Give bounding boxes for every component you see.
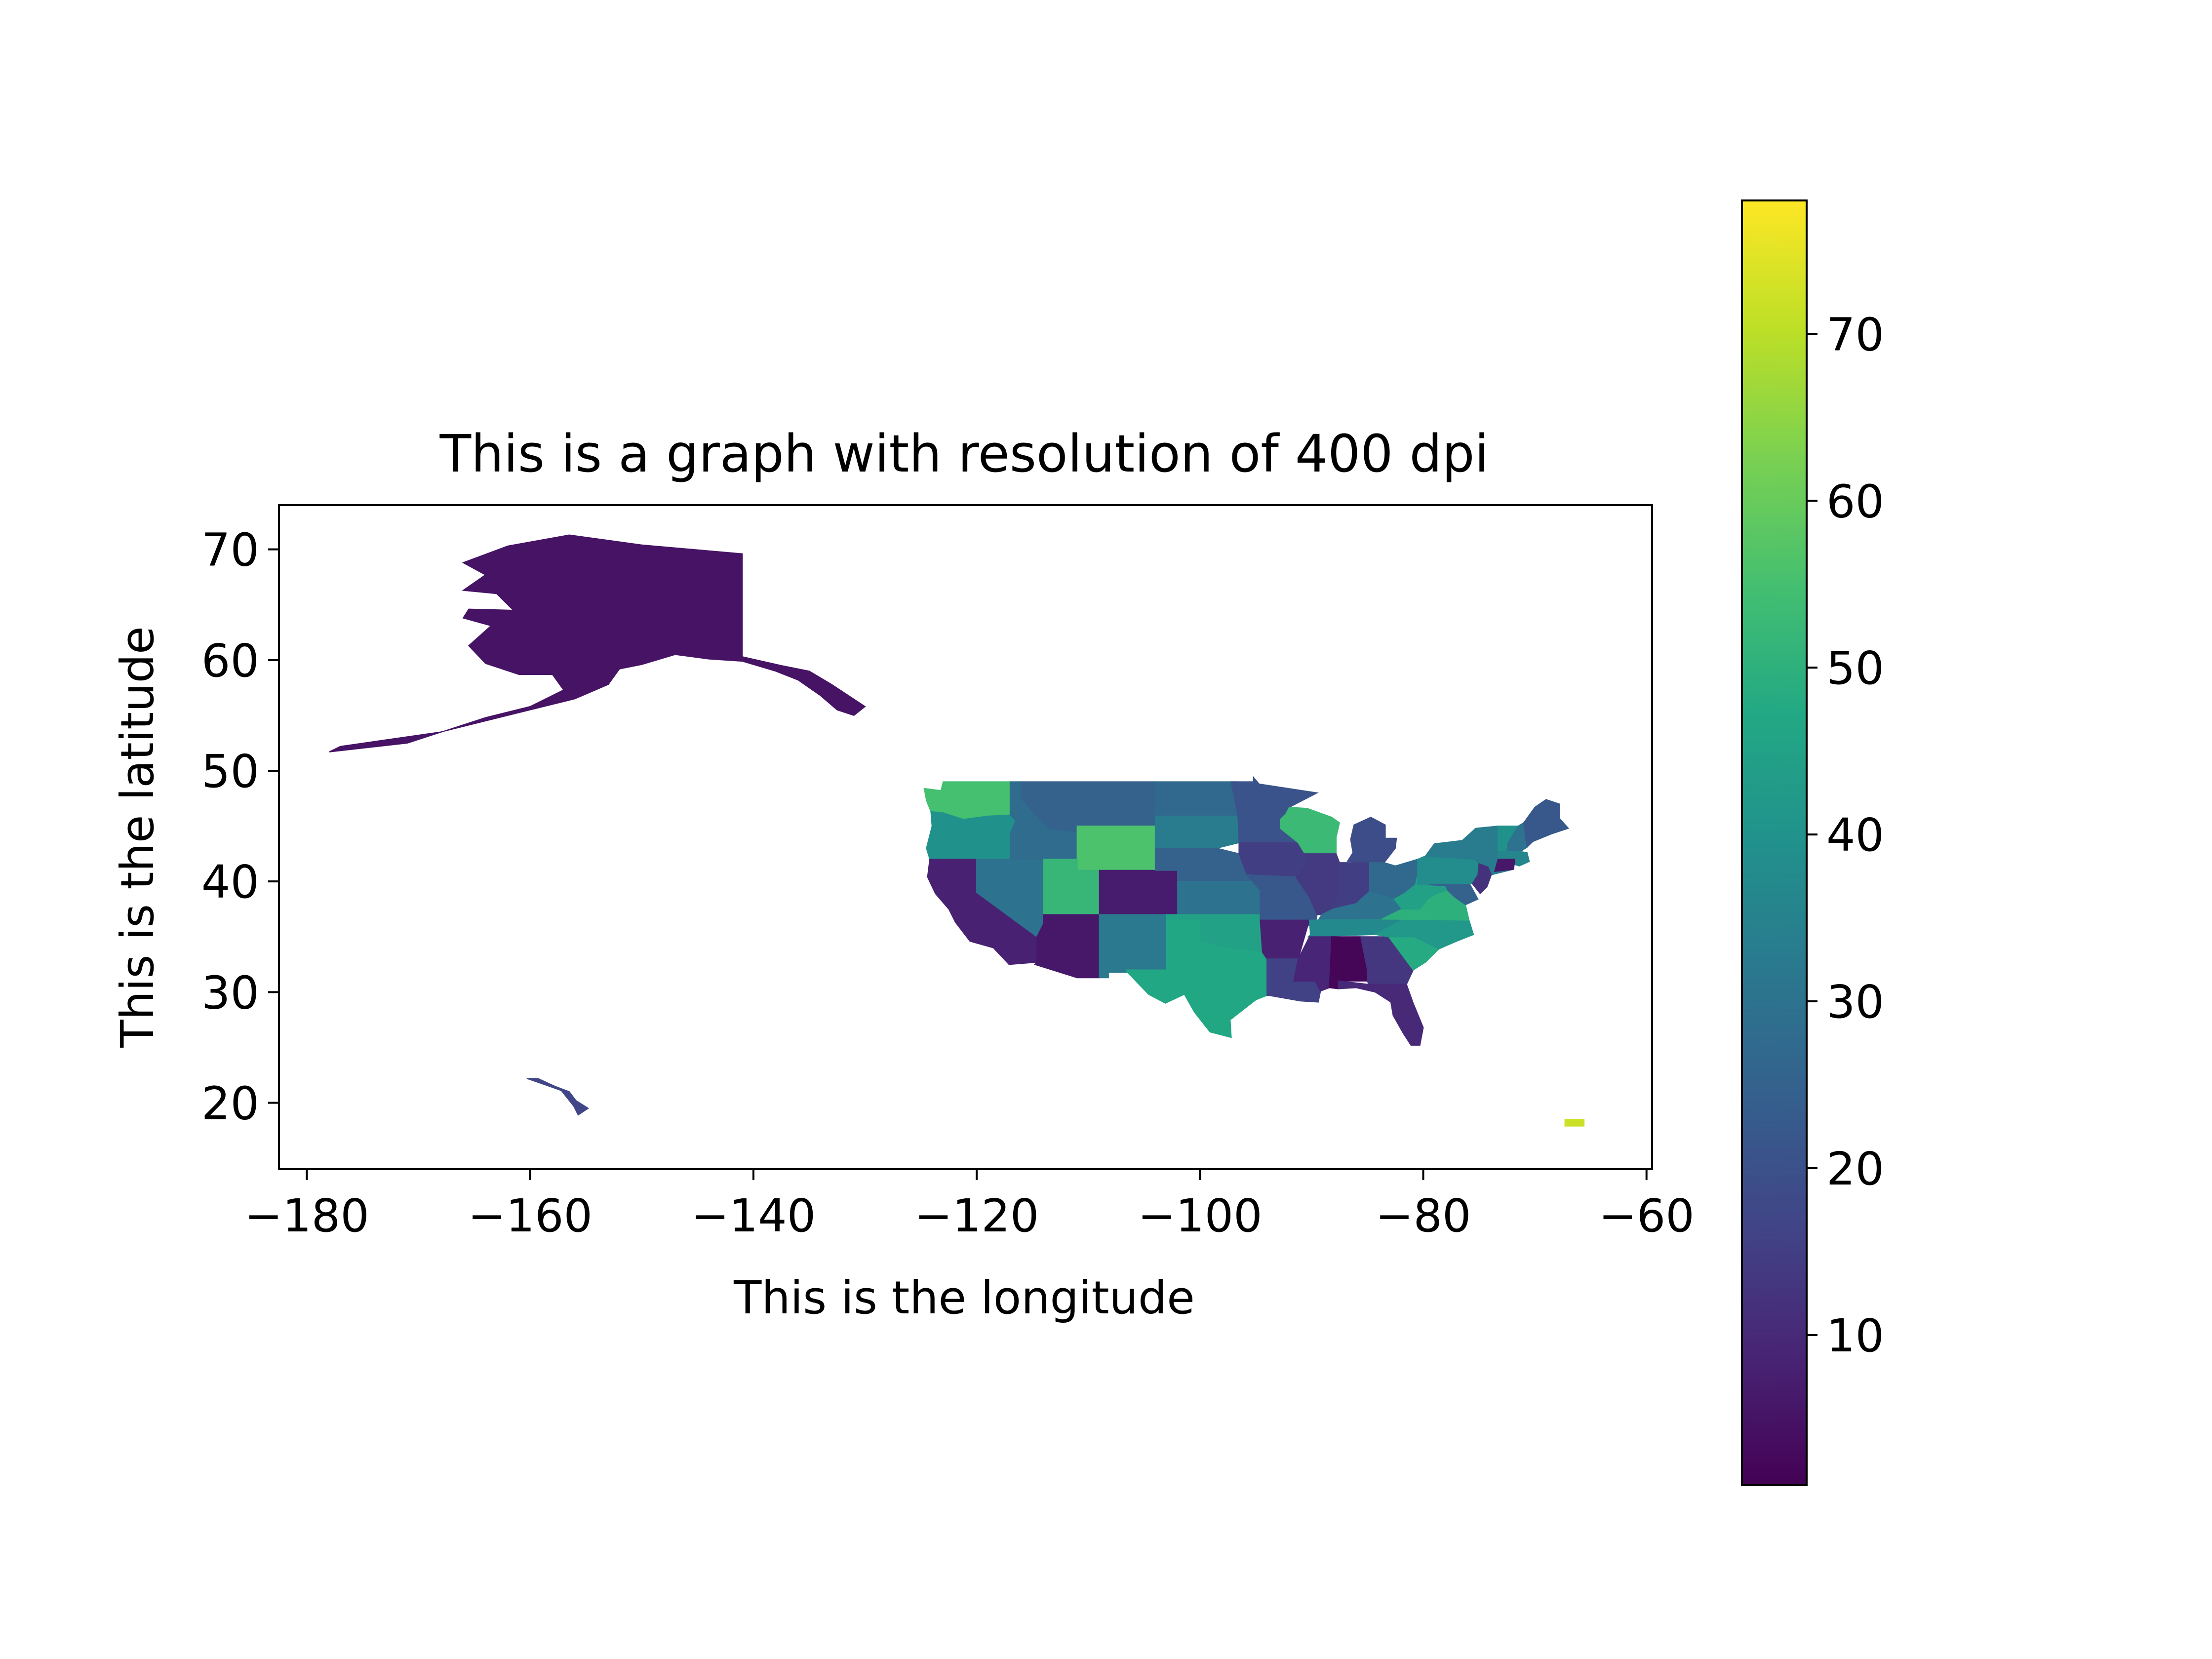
region-illinois: [1295, 853, 1340, 915]
y-tick-label: 60: [201, 634, 259, 687]
region-new-jersey: [1471, 863, 1492, 895]
y-axis: 20 30 40 50 60 70: [201, 524, 279, 1130]
x-tick-label: −60: [1599, 1189, 1695, 1242]
colorbar-tick-label: 20: [1826, 1143, 1884, 1195]
region-hawaii: [526, 1078, 590, 1116]
y-tick-label: 20: [201, 1077, 259, 1130]
region-puerto-rico: [1564, 1119, 1585, 1127]
x-tick-label: −80: [1375, 1189, 1471, 1242]
colorbar-tick-label: 30: [1826, 976, 1884, 1028]
colorbar-tick-label: 40: [1826, 809, 1884, 862]
colorbar-axis: 10 20 30 40 50 60 70: [1807, 308, 1884, 1362]
region-maryland: [1428, 884, 1479, 906]
x-axis: −180 −160 −140 −120 −100 −80 −60: [244, 1169, 1695, 1242]
x-tick-label: −160: [468, 1189, 592, 1242]
x-tick-label: −120: [914, 1189, 1039, 1242]
y-tick-label: 30: [201, 966, 259, 1019]
region-texas: [1125, 919, 1267, 1038]
colorbar: [1741, 199, 1808, 1486]
x-tick-label: −180: [244, 1189, 369, 1242]
colorbar-tick-label: 10: [1826, 1309, 1884, 1362]
region-alaska: [329, 534, 866, 752]
colorbar-tick-label: 70: [1826, 308, 1884, 361]
region-oregon: [926, 811, 1017, 860]
y-tick-label: 70: [201, 524, 259, 577]
region-florida: [1338, 980, 1424, 1046]
region-mississippi: [1293, 936, 1333, 992]
plot-frame: [278, 504, 1653, 1170]
y-axis-label: This is the latitude: [111, 626, 164, 1048]
region-north-dakota: [1154, 781, 1239, 817]
colorbar-tick-label: 50: [1826, 642, 1884, 695]
x-tick-label: −100: [1138, 1189, 1263, 1242]
colorbar-tick-label: 60: [1826, 475, 1884, 528]
y-tick-label: 50: [201, 745, 259, 798]
region-wyoming: [1076, 826, 1156, 871]
region-connecticut: [1494, 859, 1516, 872]
region-maine: [1523, 799, 1570, 848]
region-new-mexico: [1099, 914, 1167, 979]
x-axis-label: This is the longitude: [733, 1271, 1195, 1324]
region-kansas: [1177, 881, 1261, 915]
region-iowa: [1238, 842, 1310, 878]
map-layer: [329, 534, 1585, 1127]
region-alabama: [1329, 936, 1368, 989]
chart-title: This is a graph with resolution of 400 d…: [439, 424, 1489, 484]
region-colorado: [1099, 869, 1179, 915]
y-tick-label: 40: [201, 856, 259, 908]
x-tick-label: −140: [691, 1189, 816, 1242]
region-south-dakota: [1154, 815, 1240, 849]
region-pennsylvania: [1417, 855, 1480, 885]
